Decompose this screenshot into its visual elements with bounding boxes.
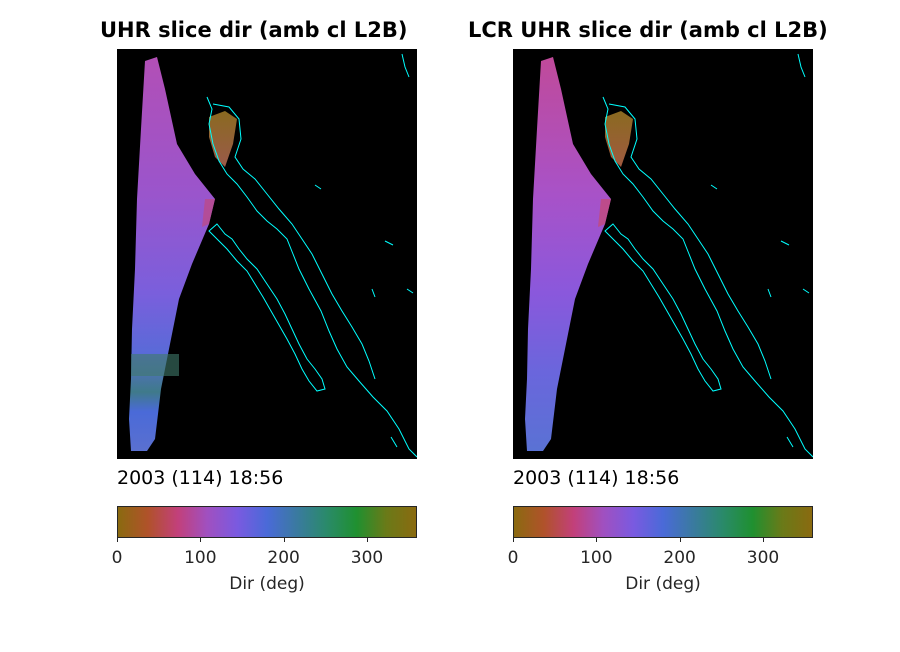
colorbar-tick-100 xyxy=(596,538,598,542)
colorbar-ticks-lcr-uhr xyxy=(513,538,813,548)
colorbar-tick-label: 100 xyxy=(580,548,613,568)
panel-title-uhr: UHR slice dir (amb cl L2B) xyxy=(100,18,408,42)
swath-map-uhr xyxy=(117,49,417,459)
colorbar-tick-label: 200 xyxy=(267,548,300,568)
colorbar-tick-0 xyxy=(117,538,118,542)
colorbar-tick-label: 100 xyxy=(184,548,217,568)
panel-title-lcr-uhr: LCR UHR slice dir (amb cl L2B) xyxy=(468,18,828,42)
colorbar-tick-200 xyxy=(679,538,681,542)
swath-map-svg-lcr-uhr xyxy=(525,53,813,458)
colorbar-tick-label: 300 xyxy=(746,548,780,568)
colorbar-tick-0 xyxy=(513,538,514,542)
colorbar-tick-label: 0 xyxy=(507,548,519,568)
colorbar-label-lcr-uhr: Dir (deg) xyxy=(625,574,701,594)
swath-map-svg-uhr xyxy=(129,53,417,458)
colorbar-label-uhr: Dir (deg) xyxy=(229,574,305,594)
colorbar-tick-label: 0 xyxy=(111,548,123,568)
colorbar-tick-100 xyxy=(200,538,202,542)
timestamp-uhr: 2003 (114) 18:56 xyxy=(117,467,284,489)
colorbar-tick-200 xyxy=(283,538,285,542)
colorbar-tick-300 xyxy=(763,538,764,542)
colorbar-tick-label: 300 xyxy=(350,548,384,568)
colorbar-tick-300 xyxy=(367,538,368,542)
timestamp-lcr-uhr: 2003 (114) 18:56 xyxy=(513,467,680,489)
colorbar-uhr xyxy=(117,506,417,538)
swath-map-lcr-uhr xyxy=(513,49,813,459)
colorbar-ticks-uhr xyxy=(117,538,417,548)
colorbar-tick-label: 200 xyxy=(663,548,696,568)
colorbar-lcr-uhr xyxy=(513,506,813,538)
